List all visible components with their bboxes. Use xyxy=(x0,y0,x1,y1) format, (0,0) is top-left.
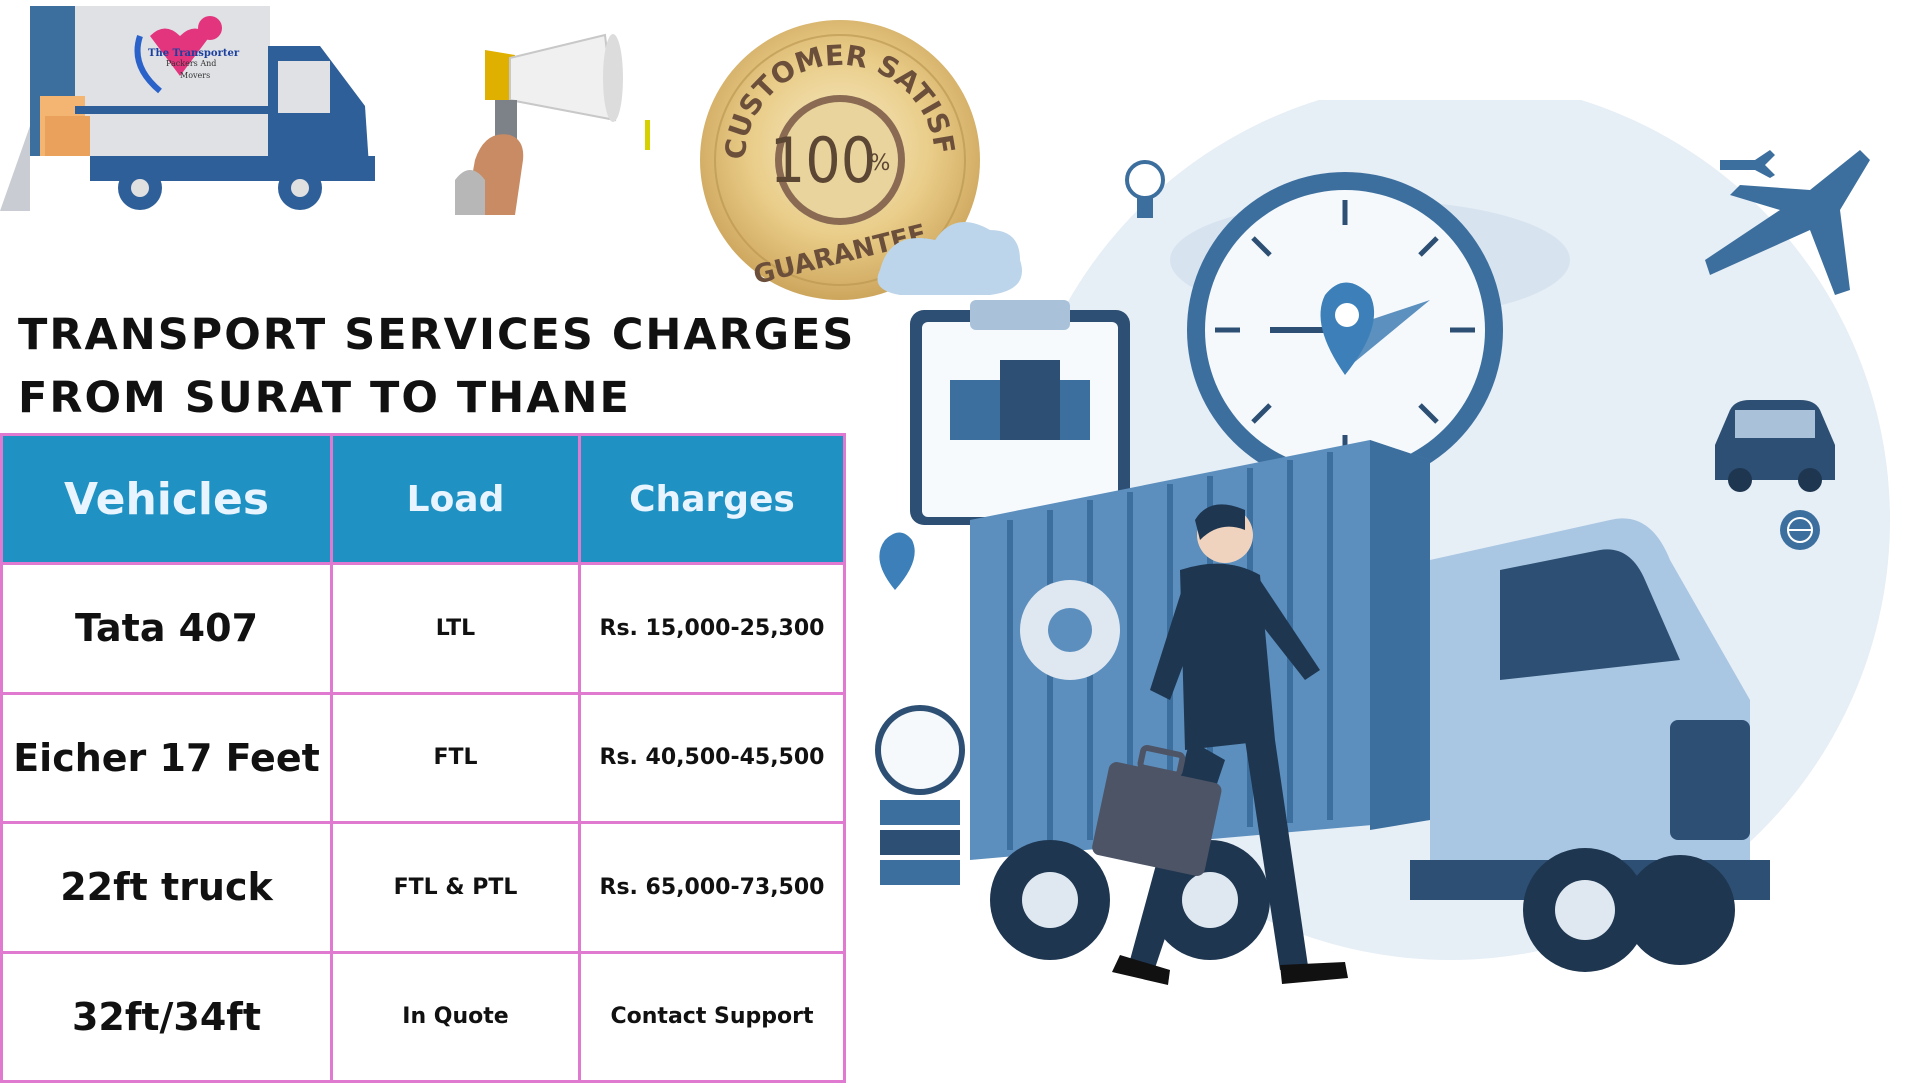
businessman-icon xyxy=(1092,504,1348,985)
briefcase-icon xyxy=(1092,745,1222,876)
airplane-icon xyxy=(1705,150,1870,295)
vehicle-cell: Tata 407 xyxy=(0,562,333,695)
load-cell: FTL xyxy=(330,691,581,824)
table-row: Eicher 17 Feet FTL Rs. 40,500-45,500 xyxy=(0,691,846,824)
lightbulb-icon xyxy=(1125,160,1165,218)
charges-cell: Rs. 15,000-25,300 xyxy=(578,562,846,695)
globe-icon xyxy=(1780,510,1820,550)
charges-cell: Rs. 40,500-45,500 xyxy=(578,691,846,824)
satisfaction-seal-icon: CUSTOMER SATISFACTION 100 % xyxy=(690,10,980,300)
clock-icon xyxy=(1187,172,1503,488)
page-title: TRANSPORT SERVICES CHARGES FROM SURAT TO… xyxy=(18,304,878,430)
stopwatch-icon xyxy=(875,705,965,885)
transport-illustration xyxy=(875,100,1890,985)
table-row: Tata 407 LTL Rs. 15,000-25,300 xyxy=(0,562,846,695)
table-row: 32ft/34ft In Quote Contact Support xyxy=(0,950,846,1083)
location-pin-icon xyxy=(879,532,915,590)
vehicle-cell: 32ft/34ft xyxy=(0,950,333,1083)
header-charges: Charges xyxy=(578,433,846,565)
charges-table: Vehicles Load Charges Tata 407 LTL Rs. 1… xyxy=(0,433,846,1083)
load-cell: LTL xyxy=(330,562,581,695)
table-row: 22ft truck FTL & PTL Rs. 65,000-73,500 xyxy=(0,821,846,954)
logo-text-line3: Movers xyxy=(180,71,210,80)
megaphone-icon xyxy=(455,30,650,215)
page-title-line2: FROM SURAT TO THANE xyxy=(18,373,631,423)
vehicle-cell: Eicher 17 Feet xyxy=(0,691,333,824)
load-cell: In Quote xyxy=(330,950,581,1083)
company-logo-truck-icon: The Transporter Packers And Movers xyxy=(0,6,375,211)
clipboard-icon xyxy=(910,300,1130,525)
logo-text-line2: Packers And xyxy=(166,59,216,68)
logo-text-line1: The Transporter xyxy=(148,48,240,59)
load-cell: FTL & PTL xyxy=(330,821,581,954)
small-airplane-icon xyxy=(1720,150,1775,178)
page-title-line1: TRANSPORT SERVICES CHARGES xyxy=(18,310,856,360)
cloud-icon xyxy=(877,222,1022,295)
car-icon xyxy=(1715,400,1835,492)
vehicle-cell: 22ft truck xyxy=(0,821,333,954)
seal-percent: % xyxy=(870,151,891,176)
header-vehicles: Vehicles xyxy=(0,433,333,565)
header-load: Load xyxy=(330,433,581,565)
seal-number: 100 xyxy=(770,124,876,197)
charges-cell: Rs. 65,000-73,500 xyxy=(578,821,846,954)
table-header-row: Vehicles Load Charges xyxy=(0,433,846,565)
charges-cell: Contact Support xyxy=(578,950,846,1083)
